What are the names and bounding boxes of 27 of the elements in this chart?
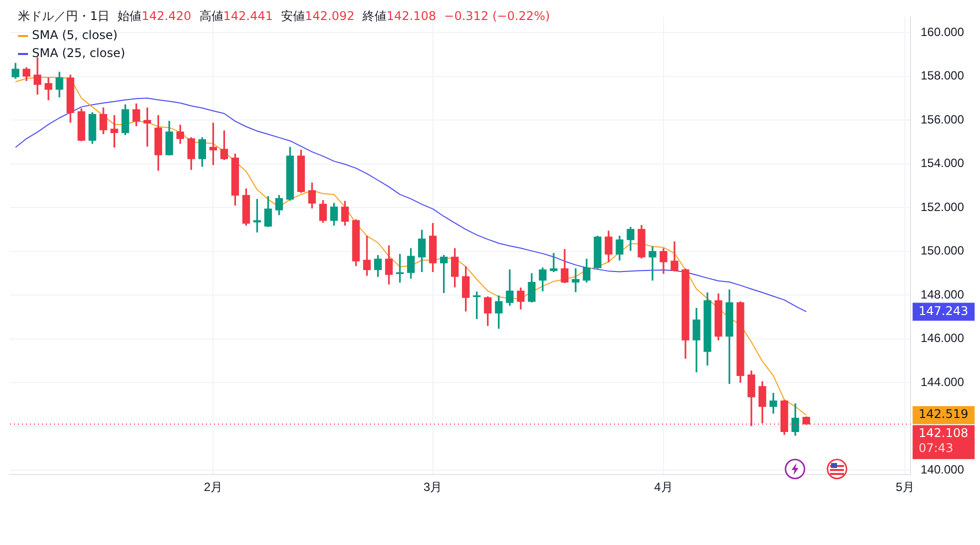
text: 142.519 [918,407,968,422]
annotation: 高値142.441 [199,9,273,23]
candlestick [648,246,656,281]
legend-label: SMA (25, close) [32,46,126,60]
y-tick-label: 140.000 [920,462,964,477]
y-tick-label: 156.000 [920,112,964,126]
ref-line-label: 142.108 07:43 [918,426,968,456]
y-tick-label: 146.000 [920,331,964,346]
annotation: 始値142.420 [118,9,192,23]
annotation: 安値142.092 [280,9,355,23]
x-tick-label: 2月 [204,480,223,494]
y-tick-label: 158.000 [920,68,964,83]
y-tick-label: 154.000 [920,156,964,170]
x-tick-label: 4月 [654,480,673,494]
annotation: 終値142.108 [362,9,436,23]
text: 147.243 [918,304,968,318]
y-tick-label: 150.000 [920,244,964,258]
chart-title: 米ドル／円・1日 [18,9,110,23]
y-tick-label: 152.000 [920,200,964,214]
y-tick-label: 160.000 [920,24,964,39]
x-tick-label: 3月 [424,480,442,494]
y-tick-label: 144.000 [920,374,964,389]
candlestick [363,236,371,276]
y-tick-label: 148.000 [920,287,964,302]
annotation: −0.312 (−0.22%) [444,9,550,23]
x-tick-label: 5月 [896,480,914,494]
legend-label: SMA (5, close) [32,28,118,42]
